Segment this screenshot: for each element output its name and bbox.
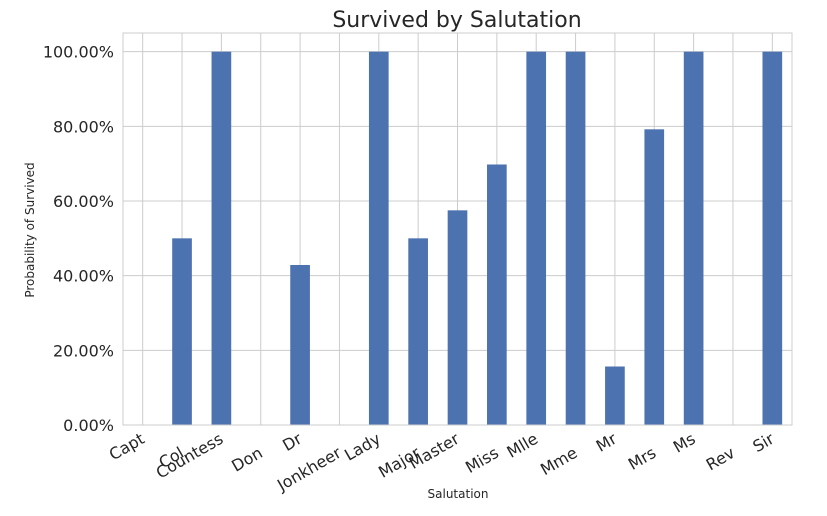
bar-master [447, 210, 468, 425]
bar-countess [211, 51, 232, 426]
plot-frame [122, 32, 793, 426]
bar-dr [290, 264, 310, 425]
bar-sir [762, 51, 783, 426]
y-tick-label: 80.00% [53, 117, 114, 136]
bar-ms [683, 51, 704, 426]
y-tick-label: 60.00% [53, 192, 114, 211]
bar-major [408, 238, 428, 425]
bar-mme [565, 51, 586, 426]
x-tick-label: Rev [703, 443, 738, 474]
bar-col [172, 238, 192, 425]
y-tick-labels: 0.00% 20.00% 40.00% 60.00% 80.00% 100.00% [43, 43, 114, 435]
x-tick-label: Dr [279, 429, 305, 455]
x-tick-label: Sir [749, 429, 777, 456]
bar-mrs [644, 129, 665, 425]
bar-miss [487, 164, 507, 425]
bar-layer [172, 51, 783, 426]
y-tick-label: 0.00% [63, 416, 114, 435]
y-axis-label: Probability of Survived [23, 162, 37, 297]
x-tick-label: Mme [537, 443, 580, 479]
x-tick-label: Miss [462, 443, 502, 477]
x-tick-label: Master [406, 429, 463, 473]
x-tick-label: Jonkheer [273, 443, 345, 495]
x-tick-label: Mrs [625, 443, 659, 474]
x-tick-label: Mlle [504, 429, 542, 462]
chart-title: Survived by Salutation [332, 8, 581, 33]
bar-mlle [526, 51, 547, 426]
x-tick-label: Lady [341, 429, 384, 465]
x-tick-label: Mr [593, 429, 621, 456]
y-tick-label: 100.00% [43, 43, 114, 62]
y-tick-label: 40.00% [53, 267, 114, 286]
x-tick-label: Don [228, 443, 265, 476]
bar-mr [605, 366, 625, 425]
x-tick-label: Ms [670, 429, 699, 457]
x-axis-label: Salutation [428, 487, 489, 501]
bar-lady [368, 51, 389, 426]
y-tick-label: 20.00% [53, 341, 114, 360]
